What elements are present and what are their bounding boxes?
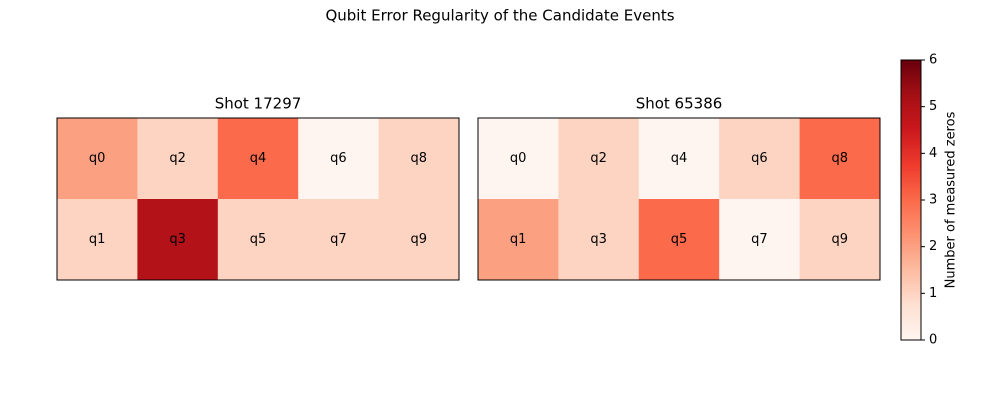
heat-cell bbox=[478, 199, 559, 281]
colorbar-tick-label: 4 bbox=[929, 146, 937, 161]
heat-cell bbox=[638, 118, 720, 200]
chart-title: Qubit Error Regularity of the Candidate … bbox=[325, 7, 674, 25]
cell-label: q8 bbox=[411, 151, 428, 166]
heat-cell bbox=[719, 199, 801, 281]
cell-label: q5 bbox=[671, 232, 688, 247]
colorbar-tick-label: 1 bbox=[929, 286, 937, 301]
colorbar-tick-label: 5 bbox=[929, 99, 937, 114]
panel-title: Shot 65386 bbox=[636, 95, 723, 113]
colorbar-tick-label: 2 bbox=[929, 239, 937, 254]
heat-cell bbox=[719, 118, 801, 200]
colorbar-tick-label: 6 bbox=[929, 53, 937, 68]
panel-title: Shot 17297 bbox=[215, 95, 302, 113]
colorbar-label: Number of measured zeros bbox=[944, 111, 959, 288]
cell-label: q3 bbox=[590, 232, 607, 247]
cell-label: q2 bbox=[169, 151, 186, 166]
cell-label: q7 bbox=[330, 232, 347, 247]
cell-label: q9 bbox=[832, 232, 849, 247]
heat-cell bbox=[378, 118, 460, 200]
heat-cell bbox=[57, 118, 138, 200]
heat-cell bbox=[558, 118, 640, 200]
heat-cell bbox=[378, 199, 460, 281]
heat-cell bbox=[478, 118, 559, 200]
cell-label: q6 bbox=[330, 151, 347, 166]
cell-label: q8 bbox=[832, 151, 849, 166]
heat-cell bbox=[799, 199, 881, 281]
heat-cell bbox=[298, 118, 380, 200]
panel-frame bbox=[56, 117, 460, 281]
colorbar-tick-label: 0 bbox=[929, 333, 937, 348]
heat-cell bbox=[558, 199, 640, 281]
heat-cell bbox=[638, 199, 720, 281]
cell-label: q5 bbox=[250, 232, 267, 247]
cell-label: q4 bbox=[250, 151, 267, 166]
cell-label: q6 bbox=[751, 151, 768, 166]
heat-cell bbox=[57, 199, 138, 281]
cell-label: q4 bbox=[671, 151, 688, 166]
colorbar-tick-label: 3 bbox=[929, 193, 937, 208]
cell-label: q2 bbox=[590, 151, 607, 166]
cell-label: q9 bbox=[411, 232, 428, 247]
panel-frame bbox=[477, 117, 881, 281]
cell-label: q0 bbox=[510, 151, 527, 166]
heat-cell bbox=[217, 118, 299, 200]
heat-cell bbox=[137, 118, 219, 200]
heat-cell bbox=[799, 118, 881, 200]
heat-cell bbox=[217, 199, 299, 281]
heat-cell bbox=[137, 199, 219, 281]
colorbar bbox=[900, 59, 922, 341]
heat-cell bbox=[298, 199, 380, 281]
cell-label: q1 bbox=[510, 232, 527, 247]
cell-label: q7 bbox=[751, 232, 768, 247]
cell-label: q3 bbox=[169, 232, 186, 247]
cell-label: q0 bbox=[89, 151, 106, 166]
cell-label: q1 bbox=[89, 232, 106, 247]
